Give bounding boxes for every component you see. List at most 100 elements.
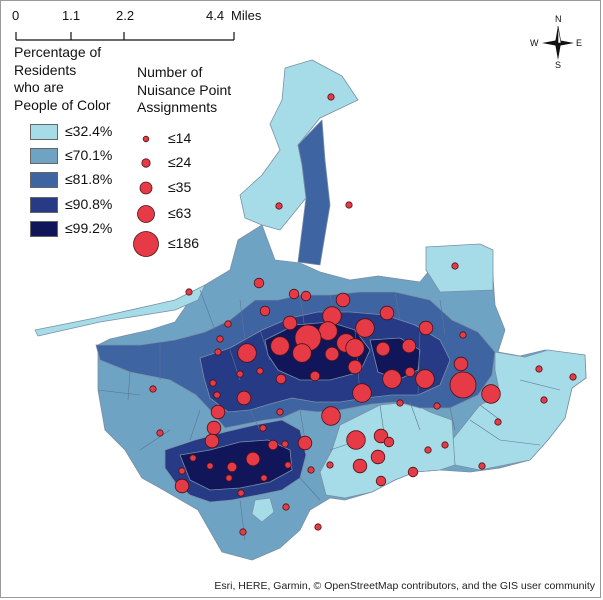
symbol-legend-circle-4 — [137, 205, 155, 223]
nuisance-point-84[interactable] — [225, 474, 233, 482]
nuisance-point-68[interactable] — [284, 461, 292, 469]
choropleth-swatch-1 — [30, 124, 58, 140]
nuisance-point-31[interactable] — [345, 338, 365, 358]
nuisance-point-82[interactable] — [281, 440, 289, 448]
nuisance-point-57[interactable] — [321, 406, 341, 426]
nuisance-point-77[interactable] — [424, 446, 432, 454]
nuisance-point-86[interactable] — [404, 366, 416, 378]
nuisance-point-8[interactable] — [259, 305, 271, 317]
nuisance-point-23[interactable] — [418, 320, 434, 336]
nuisance-point-49[interactable] — [433, 402, 441, 410]
nuisance-point-12[interactable] — [216, 335, 224, 343]
nuisance-point-44[interactable] — [210, 404, 226, 420]
neighborhood-polygons — [34, 59, 587, 561]
nuisance-point-19[interactable] — [379, 305, 395, 321]
choropleth-label-1: ≤32.4% — [65, 123, 113, 139]
nuisance-point-59[interactable] — [267, 439, 279, 451]
nuisance-point-50[interactable] — [535, 365, 543, 373]
nuisance-point-63[interactable] — [189, 454, 197, 462]
nuisance-point-40[interactable] — [275, 373, 287, 385]
nuisance-point-30[interactable] — [324, 346, 340, 362]
nuisance-point-73[interactable] — [352, 458, 368, 474]
symbol-legend-circle-1 — [142, 135, 150, 143]
nuisance-point-78[interactable] — [441, 441, 449, 449]
compass-w: W — [530, 38, 539, 48]
nuisance-point-79[interactable] — [282, 503, 290, 511]
nuisance-point-51[interactable] — [569, 373, 577, 381]
nuisance-point-5[interactable] — [185, 288, 193, 296]
nuisance-point-75[interactable] — [375, 475, 387, 487]
nuisance-point-45[interactable] — [206, 420, 222, 436]
nuisance-point-13[interactable] — [214, 348, 222, 356]
nuisance-point-64[interactable] — [178, 467, 186, 475]
nuisance-point-24[interactable] — [318, 321, 338, 341]
nuisance-point-10[interactable] — [156, 429, 164, 437]
nuisance-point-53[interactable] — [494, 418, 502, 426]
nuisance-point-4[interactable] — [345, 201, 353, 209]
nuisance-point-39[interactable] — [309, 370, 321, 382]
nuisance-point-66[interactable] — [237, 489, 245, 497]
nuisance-point-29[interactable] — [292, 343, 312, 363]
nuisance-point-54[interactable] — [478, 462, 486, 470]
nuisance-point-37[interactable] — [382, 369, 402, 389]
nuisance-point-22[interactable] — [355, 318, 375, 338]
nuisance-point-11[interactable] — [224, 320, 232, 328]
choropleth-title-line-2: Residents — [14, 61, 77, 78]
nuisance-point-20[interactable] — [282, 315, 298, 331]
nuisance-point-52[interactable] — [540, 396, 548, 404]
nuisance-point-83[interactable] — [314, 523, 322, 531]
nuisance-point-81[interactable] — [259, 424, 267, 432]
nuisance-point-32[interactable] — [375, 341, 391, 357]
nuisance-point-76[interactable] — [407, 466, 419, 478]
nuisance-point-47[interactable] — [449, 371, 477, 399]
nuisance-point-27[interactable] — [237, 343, 257, 363]
nuisance-point-70[interactable] — [346, 430, 366, 450]
symbol-title-line-3: Assignments — [137, 99, 218, 115]
nuisance-point-71[interactable] — [383, 436, 395, 448]
nuisance-point-60[interactable] — [245, 451, 261, 467]
nuisance-point-9[interactable] — [149, 385, 157, 393]
nuisance-point-34[interactable] — [459, 331, 467, 339]
symbol-label-3: ≤35 — [168, 179, 192, 195]
symbol-title-line-1: Number of — [137, 64, 203, 80]
nuisance-point-17[interactable] — [300, 290, 312, 302]
nuisance-point-67[interactable] — [260, 474, 268, 482]
nuisance-point-28[interactable] — [270, 336, 290, 356]
nuisance-point-56[interactable] — [373, 428, 389, 444]
nuisance-point-14[interactable] — [236, 370, 244, 378]
nuisance-point-36[interactable] — [415, 369, 435, 389]
nuisance-point-58[interactable] — [297, 435, 313, 451]
nuisance-point-74[interactable] — [326, 461, 334, 469]
nuisance-point-7[interactable] — [288, 288, 300, 300]
nuisance-point-1[interactable] — [327, 93, 335, 101]
nuisance-point-35[interactable] — [453, 356, 469, 372]
scale-tick-0: 0 — [12, 8, 20, 23]
nuisance-point-46[interactable] — [204, 433, 220, 449]
compass-e: E — [576, 38, 583, 48]
choropleth-title-line-3: who are — [14, 79, 64, 95]
nuisance-point-62[interactable] — [206, 462, 214, 470]
nuisance-point-55[interactable] — [396, 399, 404, 407]
nuisance-point-15[interactable] — [209, 379, 217, 387]
nuisance-point-38[interactable] — [347, 359, 363, 375]
scale-tick-1: 1.1 — [62, 8, 81, 23]
nuisance-point-43[interactable] — [236, 390, 252, 406]
nuisance-point-18[interactable] — [335, 292, 351, 308]
region-ne-block — [425, 243, 494, 293]
nuisance-point-61[interactable] — [226, 461, 238, 473]
nuisance-point-80[interactable] — [239, 528, 247, 536]
nuisance-point-3[interactable] — [451, 262, 459, 270]
nuisance-point-42[interactable] — [352, 383, 372, 403]
nuisance-point-48[interactable] — [481, 384, 501, 404]
nuisance-point-72[interactable] — [370, 449, 386, 465]
nuisance-point-65[interactable] — [174, 478, 190, 494]
nuisance-point-33[interactable] — [401, 338, 417, 354]
nuisance-point-41[interactable] — [256, 367, 264, 375]
nuisance-point-69[interactable] — [307, 466, 315, 474]
nuisance-point-85[interactable] — [276, 408, 284, 416]
nuisance-point-6[interactable] — [253, 277, 265, 289]
choropleth-label-4: ≤90.8% — [65, 196, 113, 212]
nuisance-point-2[interactable] — [275, 202, 283, 210]
nuisance-point-16[interactable] — [213, 391, 221, 399]
